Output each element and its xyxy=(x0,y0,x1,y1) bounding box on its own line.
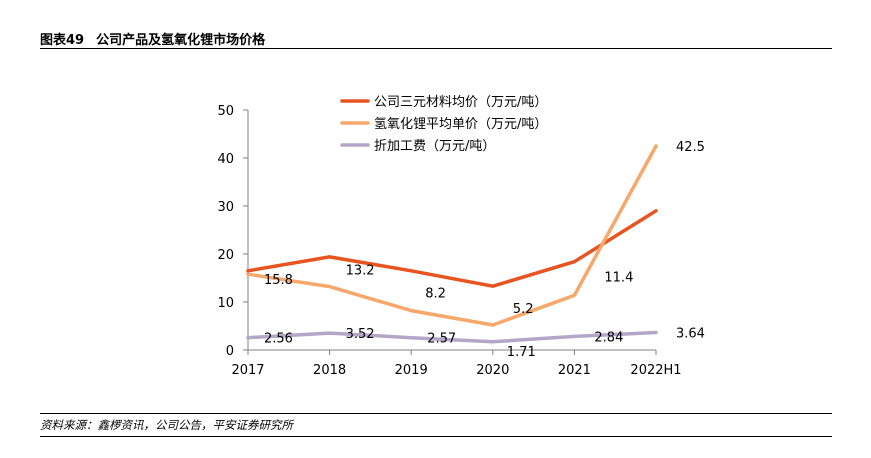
legend-label-3: 折加工费（万元/吨） xyxy=(374,139,495,154)
series-line-3 xyxy=(246,330,658,344)
data-label: 3.64 xyxy=(676,327,705,342)
figure-number: 图表49 xyxy=(40,33,85,48)
data-label: 2.56 xyxy=(264,332,293,347)
data-label: 42.5 xyxy=(676,140,705,155)
data-label: 11.4 xyxy=(604,270,633,285)
data-label: 5.2 xyxy=(513,302,534,317)
x-tick-label: 2020 xyxy=(476,363,509,378)
x-tick-label: 2021 xyxy=(558,363,591,378)
data-label: 13.2 xyxy=(346,264,375,279)
x-tick-label: 2018 xyxy=(313,363,346,378)
title-bar: 图表49 公司产品及氢氧化锂市场价格 xyxy=(40,26,832,49)
data-label: 2.84 xyxy=(594,330,623,345)
x-tick-label: 2017 xyxy=(231,363,264,378)
data-label: 2.57 xyxy=(427,332,456,347)
figure-title-text: 公司产品及氢氧化锂市场价格 xyxy=(96,33,266,48)
series-line-2 xyxy=(246,144,658,327)
legend-label-1: 公司三元材料均价（万元/吨） xyxy=(374,95,547,110)
y-tick-label: 0 xyxy=(226,344,234,359)
data-label: 1.71 xyxy=(507,345,536,360)
footer: 资料来源：鑫椤资讯，公司公告，平安证券研究所 xyxy=(40,413,832,437)
y-tick-label: 30 xyxy=(217,200,234,215)
figure-title: 图表49 公司产品及氢氧化锂市场价格 xyxy=(40,29,265,48)
y-tick-label: 50 xyxy=(217,104,234,119)
legend-label-2: 氢氧化锂平均单价（万元/吨） xyxy=(374,117,547,132)
data-label: 8.2 xyxy=(425,287,446,302)
x-tick-label: 2019 xyxy=(395,363,428,378)
data-label: 3.52 xyxy=(346,327,375,342)
series-line-1 xyxy=(246,209,658,288)
x-tick-label: 2022H1 xyxy=(630,363,681,378)
y-tick-label: 20 xyxy=(217,248,234,263)
data-label: 15.8 xyxy=(264,273,293,288)
y-tick-label: 10 xyxy=(217,296,234,311)
y-tick-label: 40 xyxy=(217,152,234,167)
source-note: 资料来源：鑫椤资讯，公司公告，平安证券研究所 xyxy=(40,418,293,432)
